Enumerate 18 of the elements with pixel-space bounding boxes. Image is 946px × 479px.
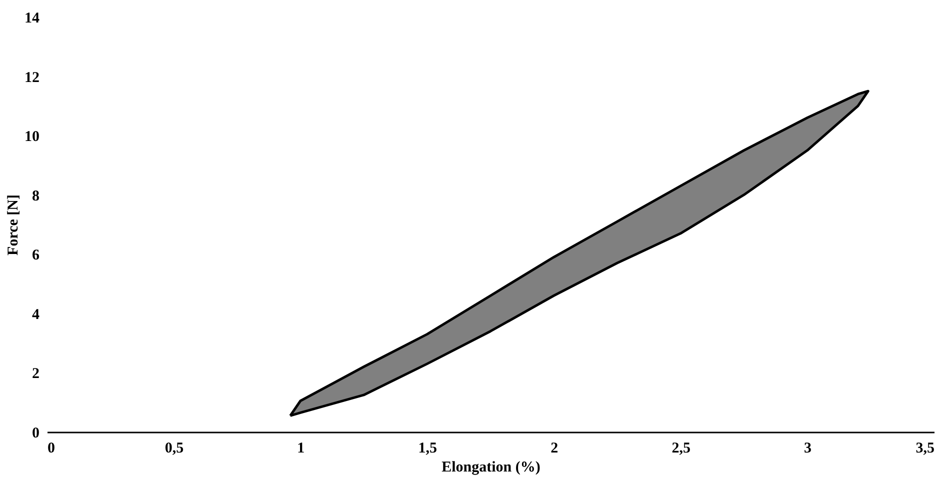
x-tick-label: 3,5 xyxy=(916,440,934,456)
y-tick-label: 8 xyxy=(32,188,40,204)
y-tick-label: 6 xyxy=(32,248,40,264)
x-tick-label: 1 xyxy=(297,440,305,456)
x-tick-label: 3 xyxy=(804,440,812,456)
x-tick-label: 2,5 xyxy=(672,440,690,456)
x-tick-label: 0,5 xyxy=(164,440,184,456)
y-tick-label: 14 xyxy=(24,10,40,26)
x-tick-label: 2 xyxy=(550,440,558,456)
y-tick-label: 0 xyxy=(32,426,40,442)
x-tick-label: 0 xyxy=(48,440,55,456)
x-axis-title: Elongation (%) xyxy=(442,460,540,476)
y-tick-label: 4 xyxy=(32,306,40,323)
y-tick-label: 10 xyxy=(24,129,40,146)
y-tick-label: 12 xyxy=(24,70,40,86)
y-axis-title: Force [N] xyxy=(6,194,22,256)
y-tick-label: 2 xyxy=(32,366,40,382)
x-tick-label: 1,5 xyxy=(418,440,438,456)
